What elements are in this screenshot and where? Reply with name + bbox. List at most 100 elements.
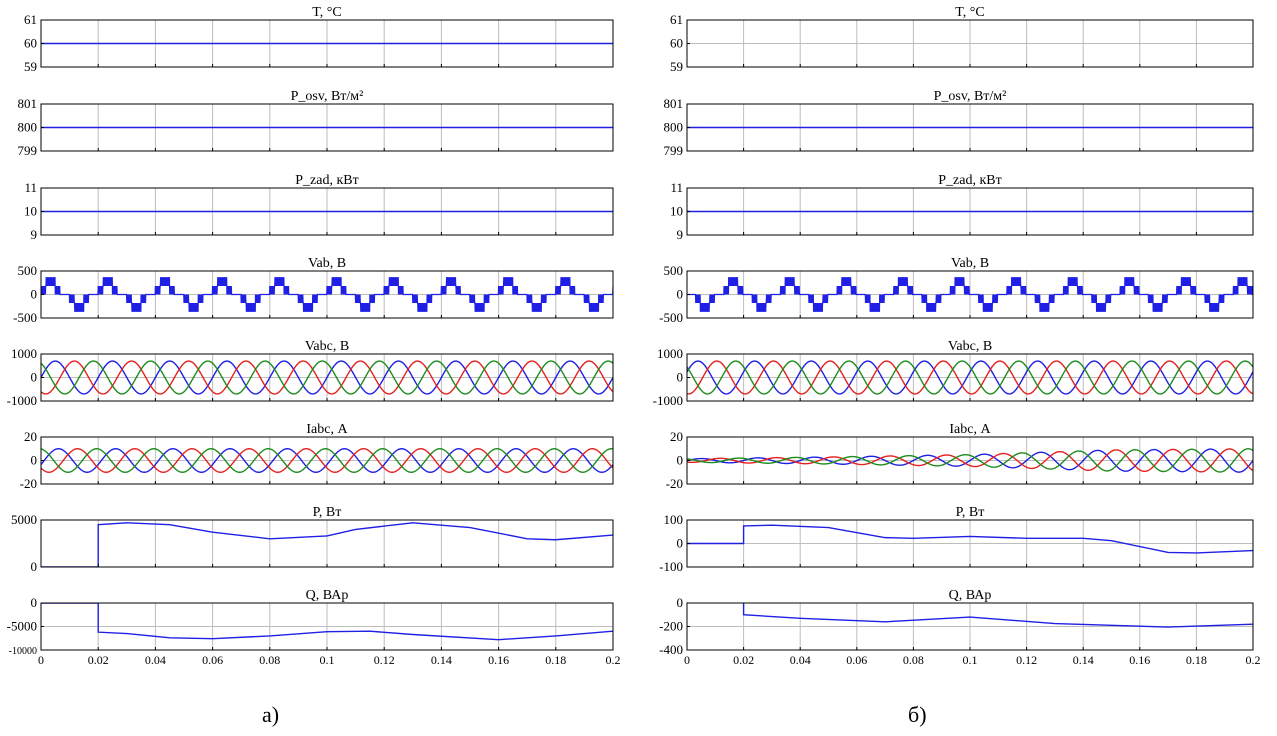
plot-area	[41, 603, 613, 641]
x-tick-label: 0.12	[374, 653, 395, 667]
y-tick-label: 800	[664, 120, 684, 135]
subplot-2: 799 800 801 P_osv, Вт/м²	[664, 89, 1254, 158]
series-line-1	[742, 603, 1253, 628]
y-tick-label: -20	[20, 476, 37, 491]
y-tick-label: -400	[659, 642, 683, 657]
subplot-title: P_zad, кВт	[938, 173, 1001, 188]
series-line-1	[687, 277, 1253, 312]
y-tick-label: 0	[677, 595, 684, 610]
subplot-title: P, Вт	[313, 505, 342, 520]
y-tick-label: 0	[31, 453, 38, 468]
y-tick-label: 0	[677, 287, 684, 302]
subplot-3: 9 10 11 P_zad, кВт	[670, 173, 1254, 242]
x-tick-label: 0.1	[320, 653, 335, 667]
subplot-title: P_zad, кВт	[295, 173, 358, 188]
x-tick-label: 0	[38, 653, 44, 667]
y-tick-label: 800	[18, 120, 38, 135]
subplot-4: -500 0 500 Vab, В	[659, 256, 1254, 325]
subplot-6: -20 0 20 Iabc, А	[666, 422, 1254, 491]
subplot-4: -500 0 500 Vab, В	[13, 256, 614, 325]
y-tick-label: 20	[24, 429, 37, 444]
y-tick-label: 59	[670, 59, 683, 74]
x-tick-label: 0.06	[846, 653, 867, 667]
subplot-title: Iabc, А	[949, 422, 991, 437]
y-tick-label: 60	[24, 36, 37, 51]
panel-label-a: а)	[262, 702, 280, 727]
y-tick-label: 0	[31, 559, 38, 574]
subplot-title: P_osv, Вт/м²	[934, 89, 1007, 104]
x-tick-label: 0.08	[259, 653, 280, 667]
chart-panel-b: 59 60 61 T, °C 799 800 801 P_osv, Вт/м² 9 10 11 P_z…	[653, 5, 1261, 667]
x-tick-label: 0.2	[606, 653, 621, 667]
plot-area	[687, 277, 1253, 312]
series-line-1	[687, 524, 1253, 554]
y-tick-label: 500	[664, 263, 684, 278]
panel-label-b: б)	[908, 702, 927, 727]
subplot-title: Vab, В	[308, 256, 346, 271]
subplot-title: T, °C	[312, 5, 341, 20]
y-tick-label: 0	[31, 370, 38, 385]
y-tick-label: 11	[24, 180, 37, 195]
y-tick-label: -500	[13, 310, 37, 325]
series-line-2	[687, 360, 1253, 395]
subplot-3: 9 10 11 P_zad, кВт	[24, 173, 614, 242]
y-tick-label: 61	[670, 12, 683, 27]
plot-area	[41, 448, 613, 473]
y-tick-label: 799	[18, 143, 38, 158]
y-tick-label: 9	[677, 227, 684, 242]
y-tick-label: 0	[31, 287, 38, 302]
y-tick-label: -1000	[7, 393, 37, 408]
series-line-1	[41, 603, 613, 641]
plot-area	[41, 277, 613, 312]
y-tick-label: 801	[18, 96, 38, 111]
y-tick-label: 59	[24, 59, 37, 74]
y-tick-label: 100	[664, 512, 684, 527]
x-tick-label: 0.04	[790, 653, 811, 667]
y-tick-label: 61	[24, 12, 37, 27]
x-tick-label: 0	[684, 653, 690, 667]
y-tick-label: 1000	[657, 346, 683, 361]
x-tick-label: 0.2	[1246, 653, 1261, 667]
plot-area	[41, 522, 613, 567]
subplot-5: -1000 0 1000 Vabc, В	[7, 339, 614, 408]
subplot-title: Vab, В	[951, 256, 989, 271]
x-tick-label: 0.18	[545, 653, 566, 667]
x-tick-label: 0.16	[488, 653, 509, 667]
y-tick-label: -5000	[7, 619, 37, 634]
y-tick-label: 0	[677, 536, 684, 551]
series-line-3	[687, 448, 1253, 473]
y-tick-label: 20	[670, 429, 683, 444]
plot-area	[41, 360, 613, 395]
subplot-6: -20 0 20 Iabc, А	[20, 422, 614, 491]
plot-area	[687, 448, 1253, 473]
subplot-2: 799 800 801 P_osv, Вт/м²	[18, 89, 614, 158]
series-line-1	[41, 360, 613, 395]
y-tick-label: 60	[670, 36, 683, 51]
subplot-7: -100 0 100 P, Вт	[659, 505, 1254, 574]
series-line-2	[41, 448, 613, 473]
series-line-1	[687, 360, 1253, 395]
x-tick-label: 0.04	[145, 653, 166, 667]
y-tick-label: -10000	[9, 646, 37, 657]
series-line-3	[41, 360, 613, 395]
y-tick-label: 10	[24, 204, 37, 219]
subplot-title: Iabc, А	[306, 422, 348, 437]
y-tick-label: 9	[31, 227, 38, 242]
y-tick-label: -100	[659, 559, 683, 574]
y-tick-label: 500	[18, 263, 38, 278]
y-tick-label: 799	[664, 143, 684, 158]
series-line-2	[41, 360, 613, 395]
x-tick-label: 0.08	[903, 653, 924, 667]
subplot-5: -1000 0 1000 Vabc, В	[653, 339, 1254, 408]
y-tick-label: -500	[659, 310, 683, 325]
plot-area	[687, 524, 1253, 554]
subplot-1: 59 60 61 T, °C	[24, 5, 614, 74]
x-tick-label: 0.16	[1129, 653, 1150, 667]
plot-area	[742, 603, 1253, 628]
y-tick-label: -200	[659, 619, 683, 634]
series-line-3	[687, 360, 1253, 395]
x-tick-label: 0.02	[88, 653, 109, 667]
x-tick-label: 0.12	[1016, 653, 1037, 667]
x-tick-label: 0.1	[963, 653, 978, 667]
